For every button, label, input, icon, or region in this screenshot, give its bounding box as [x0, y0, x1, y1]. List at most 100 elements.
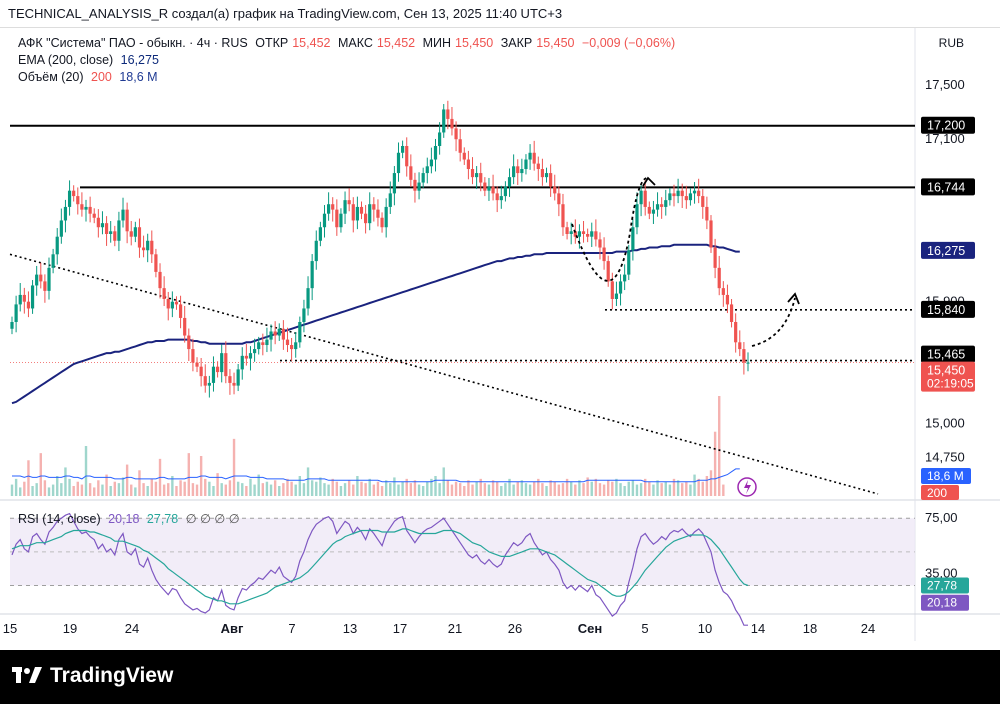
candle-body [376, 209, 380, 218]
volume-bar [261, 483, 265, 496]
candle-body [18, 294, 22, 305]
volume-bar [327, 484, 330, 496]
candle-body [30, 285, 35, 309]
volume-bar [578, 480, 581, 496]
currency-label[interactable]: RUB [938, 36, 964, 50]
volume-bar [257, 474, 260, 496]
volume-bar [434, 476, 437, 496]
candle-body [129, 231, 133, 237]
open-value: 15,452 [292, 36, 331, 50]
candle-body [183, 317, 187, 336]
chart-area[interactable]: 17,50017,10015,90015,00014,75017,20016,7… [0, 28, 1000, 650]
price-axis-value: 16,275 [927, 244, 965, 258]
candle-body [569, 231, 573, 234]
volume-bar [241, 483, 244, 496]
candle-body [487, 186, 491, 191]
candle-body [322, 213, 327, 228]
candle-body [401, 146, 405, 153]
volume-bar [265, 481, 269, 496]
candle-body [327, 204, 331, 214]
volume-bar [154, 481, 158, 496]
volume-bar [590, 481, 593, 496]
candle-body [170, 301, 174, 309]
volume-bar [228, 480, 232, 496]
candle-body [364, 213, 368, 224]
candle-body [92, 213, 96, 218]
candle-body [610, 281, 614, 299]
volume-bar [705, 476, 709, 496]
volume-bar [430, 478, 433, 496]
candle-body [544, 173, 549, 178]
low-label: МИН [422, 36, 452, 50]
candle-body [203, 376, 207, 386]
volume-bar [421, 486, 425, 496]
volume-bar [51, 484, 55, 496]
volume-bar [639, 483, 643, 496]
candle-body [43, 281, 47, 291]
volume-bar [245, 486, 248, 496]
time-tick-label: 24 [861, 621, 875, 636]
chart-svg[interactable]: 17,50017,10015,90015,00014,75017,20016,7… [0, 28, 1000, 650]
candle-body [150, 240, 154, 255]
candle-body [495, 193, 499, 201]
volume-bar [249, 478, 252, 496]
volume-bar [405, 478, 408, 496]
volume-bar [298, 476, 302, 496]
candle-body [516, 166, 520, 174]
volume-bar [319, 477, 322, 496]
candle-body [146, 240, 150, 251]
lightning-icon [744, 480, 751, 494]
time-tick-label: 19 [63, 621, 77, 636]
low-value: 15,450 [455, 36, 494, 50]
candle-body [294, 342, 298, 350]
tradingview-logo[interactable]: TradingView [12, 664, 173, 688]
candle-body [67, 190, 72, 207]
volume-bar [150, 478, 153, 496]
volume-bar [80, 484, 84, 496]
candle-body [133, 227, 137, 237]
volume-bar [475, 481, 478, 496]
volume-bar [693, 474, 696, 496]
time-tick-label: 7 [288, 621, 295, 636]
price-tick-label: 17,100 [925, 131, 965, 146]
volume-bar [409, 483, 413, 496]
symbol-legend[interactable]: АФК "Система" ПАО - обыкн. · 4ч · RUS ОТ… [18, 36, 679, 50]
high-value: 15,452 [376, 36, 416, 50]
volume-bar [35, 483, 38, 496]
candle-body [581, 231, 586, 234]
ema-legend[interactable]: EMA (200, close) 16,275 [18, 53, 163, 67]
volume-bar [302, 483, 306, 496]
candle-body [302, 308, 306, 322]
volume-bar [368, 478, 371, 496]
candle-body [425, 166, 429, 174]
volume-axis-value: 200 [927, 486, 947, 500]
volume-bar [273, 480, 277, 496]
candle-body [594, 231, 598, 240]
time-tick-label: Сен [578, 621, 602, 636]
volume-bar [598, 483, 602, 496]
rsi-legend[interactable]: RSI (14, close) 20,18 27,78 ∅ ∅ ∅ ∅ [18, 511, 244, 526]
volume-bar [39, 453, 42, 496]
volume-bar [64, 467, 67, 496]
rsi-axis-value: 20,18 [927, 596, 957, 610]
candle-body [561, 204, 565, 228]
candle-body [565, 227, 569, 234]
candle-body [331, 204, 335, 210]
candle-body [680, 190, 684, 197]
candle-body [614, 293, 619, 299]
candle-body [84, 206, 88, 210]
volume-bar [10, 484, 14, 496]
candle-body [154, 254, 158, 272]
volume-bar [134, 487, 137, 496]
volume-legend[interactable]: Объём (20) 200 18,6 M [18, 70, 162, 84]
candle-body [409, 166, 413, 180]
volume-bar [360, 481, 363, 496]
candle-body [417, 182, 421, 191]
volume-bar [347, 480, 351, 496]
volume-bar [101, 484, 104, 496]
candle-body [433, 146, 438, 160]
candle-body [499, 196, 503, 201]
candle-body [351, 204, 355, 221]
candle-body [668, 193, 672, 201]
